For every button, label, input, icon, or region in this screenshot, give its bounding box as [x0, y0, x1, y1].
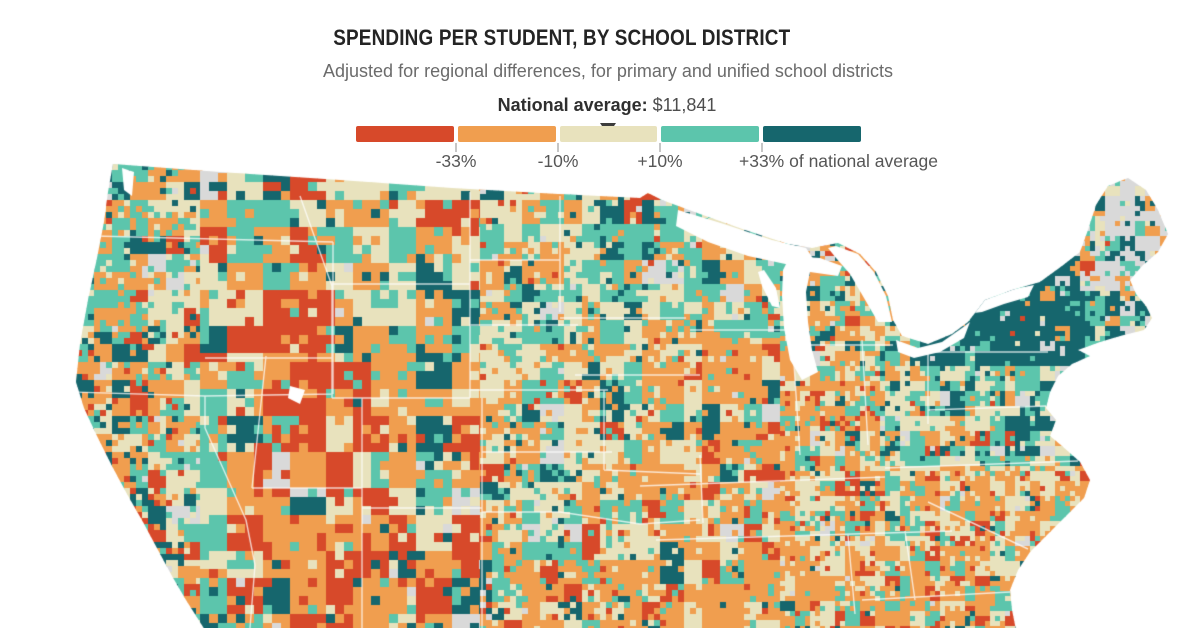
legend-bucket-4 — [763, 126, 861, 142]
legend-bucket-1 — [457, 126, 556, 142]
legend-tick — [761, 143, 763, 152]
legend-average-value: $11,841 — [652, 95, 717, 115]
page-title-text: SPENDING PER STUDENT, BY SCHOOL DISTRICT — [333, 25, 791, 50]
legend-label-plus10: +10% — [637, 151, 683, 171]
subtitle: Adjusted for regional differences, for p… — [323, 61, 893, 81]
legend-bucket-2 — [559, 126, 658, 142]
legend-tick — [659, 143, 661, 152]
legend-tick — [455, 143, 457, 152]
legend-bucket-3 — [661, 126, 760, 142]
legend-label-minus10: -10% — [537, 151, 579, 171]
page-title: SPENDING PER STUDENT, BY SCHOOL DISTRICT — [0, 25, 1124, 51]
legend-label-minus33: -33% — [435, 151, 477, 171]
legend-label-plus33: +33% of national average — [739, 151, 938, 171]
legend-average-title: National average: — [497, 95, 648, 115]
legend-average-label: National average: $11,841 — [0, 95, 1200, 116]
legend-bucket-0 — [356, 126, 454, 142]
legend-color-bar — [356, 126, 861, 142]
legend-tick — [557, 143, 559, 152]
